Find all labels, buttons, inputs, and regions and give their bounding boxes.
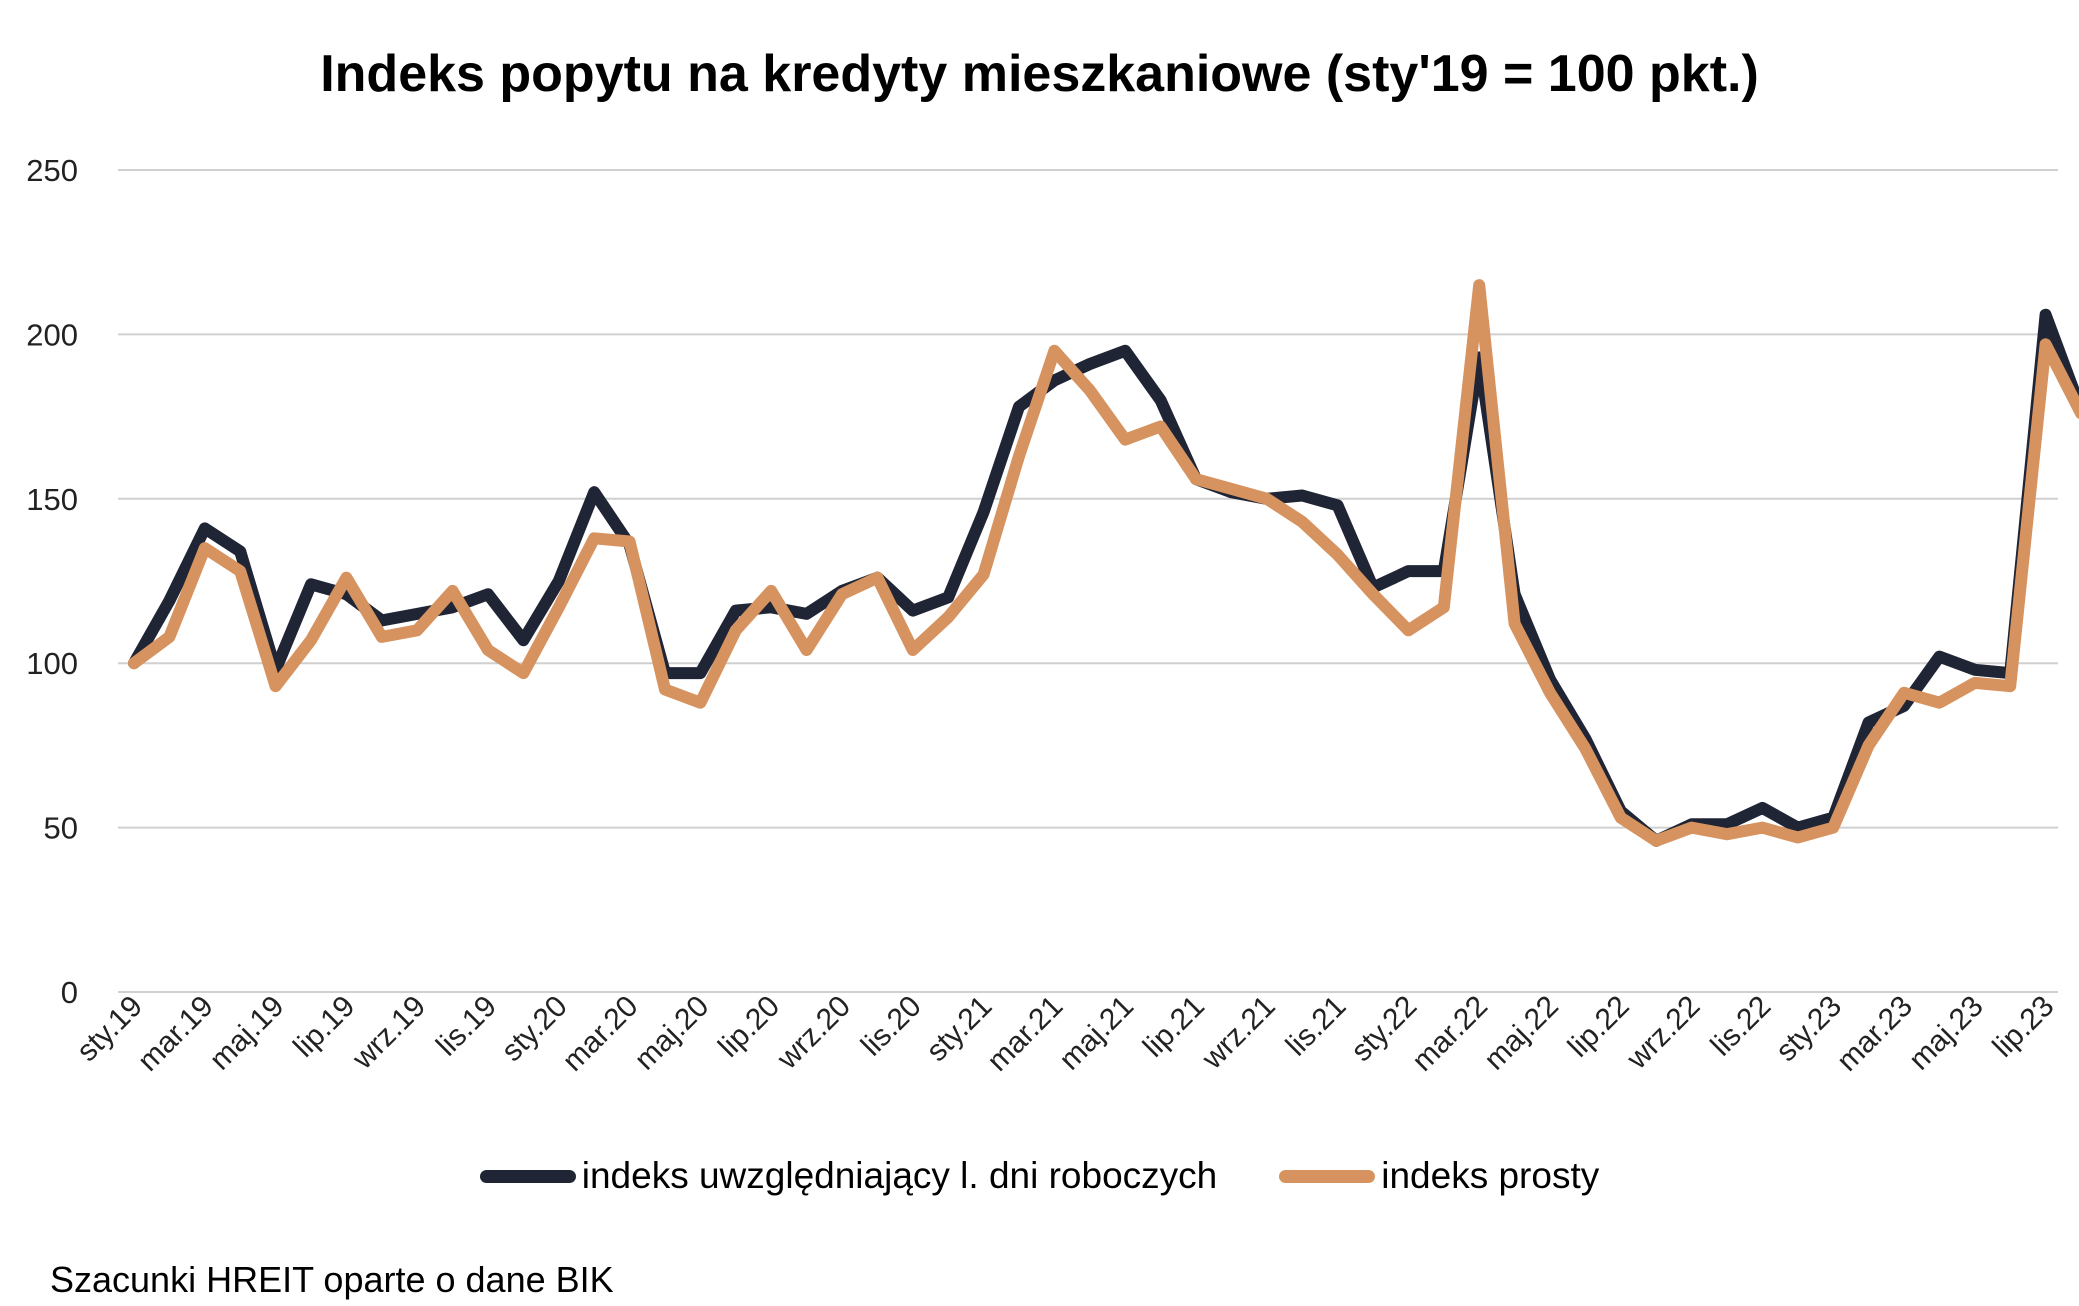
x-tick-label: wrz.20: [770, 990, 857, 1077]
x-tick-label: mar.21: [981, 990, 1069, 1078]
x-tick-label: maj.19: [204, 990, 291, 1077]
x-tick-label: maj.22: [1478, 990, 1565, 1077]
x-tick-label: lip.23: [1987, 990, 2061, 1064]
x-tick-label: mar.22: [1406, 990, 1494, 1078]
legend-swatch: [1279, 1169, 1376, 1183]
x-tick-label: lis.20: [855, 990, 928, 1063]
y-tick-label: 250: [26, 153, 78, 188]
series-line-1: [128, 279, 2079, 847]
x-tick-label: mar.23: [1831, 990, 1919, 1078]
y-tick-label: 50: [44, 811, 78, 846]
series-line-0: [128, 308, 2079, 847]
x-tick-label: maj.23: [1903, 990, 1990, 1077]
x-axis-ticks: sty.19mar.19maj.19lip.19wrz.19lis.19sty.…: [71, 990, 2061, 1078]
series-lines: [128, 279, 2079, 847]
x-tick-label: mar.20: [556, 990, 644, 1078]
legend-item-1: indeks prosty: [1279, 1155, 1599, 1197]
x-tick-label: mar.19: [132, 990, 220, 1078]
legend-item-0: indeks uwzględniający l. dni roboczych: [479, 1155, 1218, 1197]
y-tick-label: 200: [26, 317, 78, 352]
legend: indeks uwzględniający l. dni roboczych in…: [0, 1155, 2079, 1197]
x-tick-label: wrz.22: [1620, 990, 1707, 1077]
x-tick-label: lis.19: [430, 990, 503, 1063]
legend-label: indeks prosty: [1381, 1155, 1600, 1196]
x-tick-label: lis.21: [1280, 990, 1353, 1063]
grid-lines: [118, 169, 2058, 993]
y-tick-label: 150: [26, 482, 78, 517]
x-tick-label: maj.20: [628, 990, 715, 1077]
y-tick-label: 0: [61, 975, 78, 1010]
x-tick-label: wrz.21: [1195, 990, 1282, 1077]
chart-title: Indeks popytu na kredyty mieszkaniowe (s…: [320, 45, 1759, 103]
legend-label: indeks uwzględniający l. dni roboczych: [581, 1155, 1218, 1196]
source-note: Szacunki HREIT oparte o dane BIK: [50, 1259, 614, 1300]
y-tick-label: 100: [26, 646, 78, 681]
x-tick-label: lis.22: [1704, 990, 1777, 1063]
x-tick-label: wrz.19: [346, 990, 433, 1077]
legend-swatch: [479, 1169, 576, 1183]
y-axis-ticks: 0 50 100 150 200 250: [26, 153, 78, 1010]
x-tick-label: maj.21: [1053, 990, 1140, 1077]
